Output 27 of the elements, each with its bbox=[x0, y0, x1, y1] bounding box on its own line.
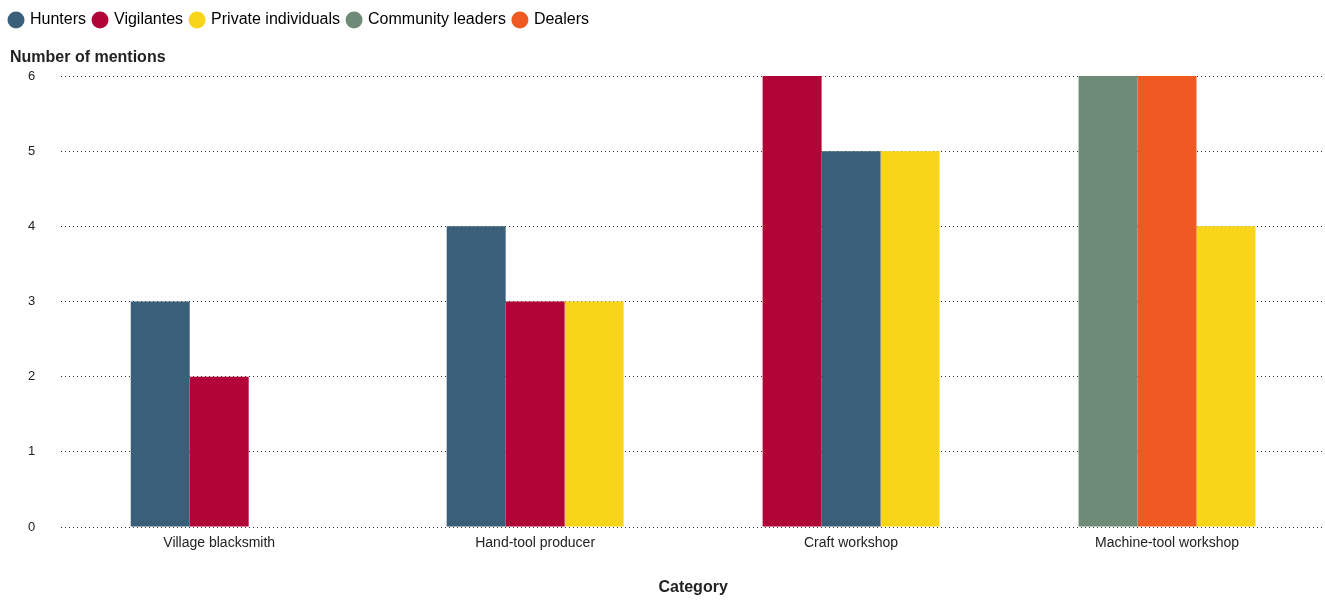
bar bbox=[564, 301, 624, 527]
x-axis-title: Category bbox=[658, 577, 728, 595]
y-tick-label: 3 bbox=[28, 293, 36, 309]
legend-label: Hunters bbox=[30, 10, 87, 28]
y-tick-label: 0 bbox=[28, 518, 36, 534]
bar bbox=[189, 376, 249, 527]
bar bbox=[130, 301, 190, 527]
bar bbox=[1078, 76, 1138, 527]
x-tick-label: Hand-tool producer bbox=[475, 534, 596, 551]
x-tick-label: Village blacksmith bbox=[163, 534, 276, 551]
y-tick-label: 1 bbox=[28, 443, 36, 459]
bar bbox=[1137, 76, 1197, 527]
bar bbox=[1196, 226, 1256, 527]
legend-label: Community leaders bbox=[368, 10, 506, 28]
legend-label: Dealers bbox=[533, 10, 590, 28]
bar bbox=[446, 226, 506, 527]
y-axis-title: Number of mentions bbox=[10, 48, 166, 66]
y-tick-label: 4 bbox=[28, 217, 36, 233]
bar bbox=[505, 301, 565, 527]
y-tick-label: 5 bbox=[28, 142, 36, 158]
x-tick-label: Machine-tool workshop bbox=[1095, 534, 1240, 551]
x-tick-label: Craft workshop bbox=[804, 534, 899, 551]
bar bbox=[880, 151, 940, 527]
legend-label: Vigilantes bbox=[114, 10, 184, 28]
legend-label: Private individuals bbox=[211, 10, 341, 28]
y-tick-label: 6 bbox=[28, 67, 36, 83]
y-tick-label: 2 bbox=[28, 368, 36, 384]
